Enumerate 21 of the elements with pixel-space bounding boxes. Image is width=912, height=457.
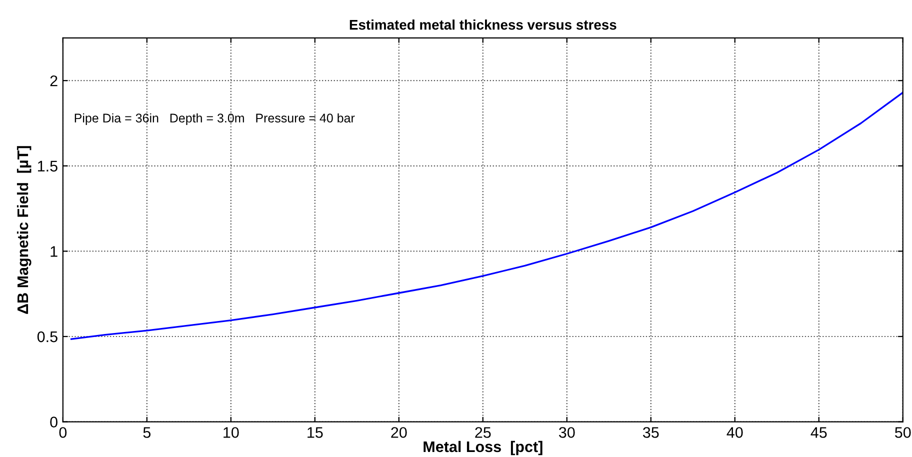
x-tick-label: 15: [308, 427, 323, 438]
line-series: [70, 92, 903, 340]
y-tick-label: 2: [50, 75, 58, 86]
y-tick-label: 0.5: [37, 331, 58, 342]
x-tick-label: 50: [894, 427, 911, 438]
x-tick-label: 5: [143, 427, 151, 438]
y-axis-title: ΔB Magnetic Field [µT]: [16, 146, 32, 314]
x-tick-label: 35: [642, 427, 659, 438]
x-tick-label: 40: [726, 427, 743, 438]
y-tick-label: 1.5: [38, 160, 58, 172]
x-tick-label: 10: [224, 427, 239, 438]
x-axis-title: Metal Loss [pct]: [424, 440, 542, 456]
annotation: Pipe Dia = 36in Depth = 3.0m Pressure = 40 bar: [74, 113, 355, 125]
x-tick-label: 0: [59, 427, 67, 438]
y-tick-label: 1: [50, 246, 58, 257]
x-tick-label: 30: [558, 427, 575, 438]
x-tick-label: 25: [475, 427, 491, 438]
x-tick-label: 20: [391, 427, 407, 438]
y-tick-label: 0: [50, 416, 58, 428]
chart-title: Estimated metal thickness versus stress: [350, 20, 616, 30]
x-tick-label: 45: [810, 427, 827, 438]
